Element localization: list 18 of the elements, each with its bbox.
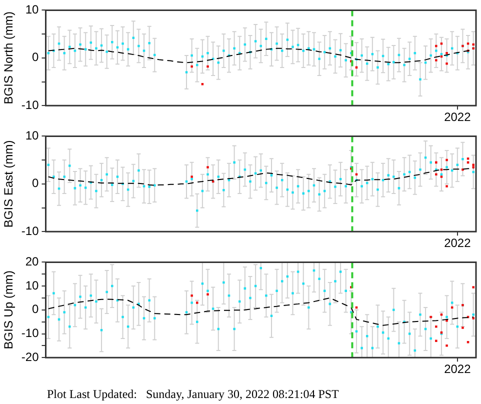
- y-tick-label: 20: [25, 254, 40, 269]
- y-axis-title: BGIS Up (mm): [2, 270, 16, 350]
- y-tick-label: -20: [21, 350, 40, 364]
- x-tick-label: 2022: [444, 110, 472, 124]
- y-tick-label: 0: [32, 176, 40, 190]
- y-tick-label: 10: [25, 128, 40, 143]
- y-tick-label: 0: [32, 50, 40, 64]
- y-axis-title: BGIS East (mm): [2, 140, 16, 228]
- y-tick-label: -10: [21, 98, 40, 112]
- x-tick-label: 2022: [444, 362, 472, 376]
- y-tick-label: 10: [25, 2, 40, 17]
- x-tick-label: 2022: [444, 236, 472, 250]
- y-tick-label: -10: [21, 224, 40, 238]
- y-tick-label: 0: [32, 302, 40, 316]
- y-tick-label: 10: [25, 278, 40, 292]
- y-axis-title: BGIS North (mm): [2, 12, 16, 104]
- y-tick-label: -10: [21, 326, 40, 340]
- text: Plot Last Updated: Sunday, January 30, 2022 08:21:04 PST: [47, 387, 339, 402]
